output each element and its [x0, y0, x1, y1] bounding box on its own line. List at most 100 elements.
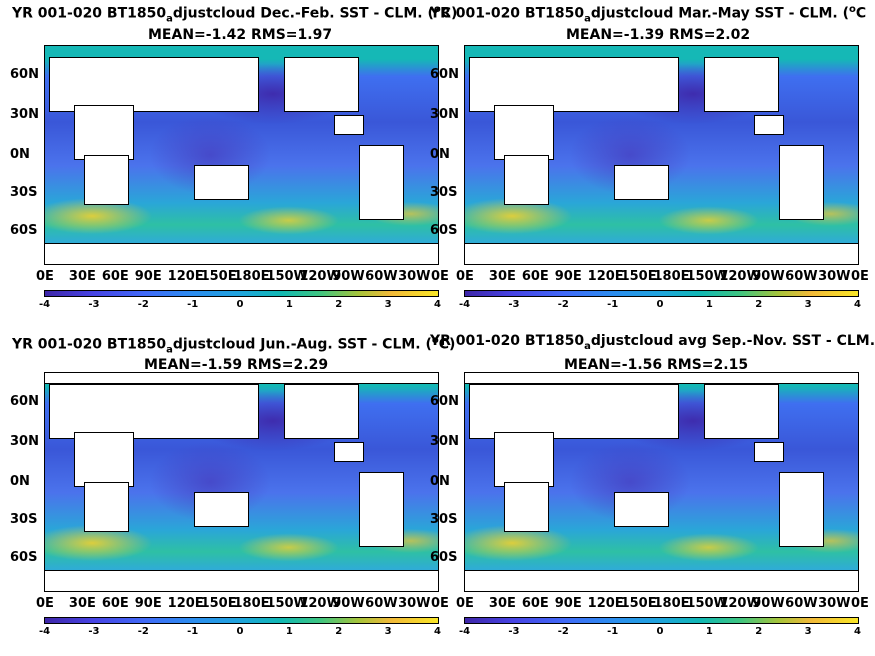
colorbar-tick-label: -4: [39, 626, 51, 637]
lon-tick-label: 60E: [521, 269, 549, 284]
lat-tick-label: 30S: [10, 512, 38, 527]
panel-title: YR 001-020 BT1850adjustcloud Jun.-Aug. S…: [12, 333, 455, 358]
colorbar-tick-label: 1: [285, 626, 293, 637]
lon-tick-label: 0E: [36, 269, 54, 284]
lon-tick-label: 180E: [653, 596, 690, 611]
lat-tick-label: 60N: [430, 394, 459, 409]
lon-tick-label: 120E: [587, 596, 624, 611]
land-mass: [504, 482, 549, 532]
lat-tick-label: 60N: [10, 394, 39, 409]
colorbar-tick-label: -2: [137, 626, 149, 637]
panel-title: YR 001-020 BT1850adjustcloud Dec.-Feb. S…: [12, 2, 457, 27]
lon-tick-label: 90E: [554, 596, 582, 611]
land-mass: [334, 442, 364, 462]
lon-tick-label: 60W: [365, 596, 398, 611]
land-mass: [614, 165, 669, 200]
lon-tick-label: 120W: [719, 596, 761, 611]
colorbar-tick-label: -2: [557, 626, 569, 637]
land-mass: [754, 115, 784, 135]
lat-tick-label: 60N: [10, 67, 39, 82]
panel-title: YR 001-020 BT1850adjustcloud avg Sep.-No…: [430, 333, 875, 355]
lon-tick-label: 0E: [456, 596, 474, 611]
colorbar-tick-label: -4: [459, 626, 471, 637]
land-mass: [614, 492, 669, 527]
land-mass: [359, 472, 404, 547]
lon-tick-label: 120W: [299, 596, 341, 611]
lon-tick-label: 30W: [398, 269, 431, 284]
lon-tick-label: 60W: [785, 269, 818, 284]
colorbar-tick-label: -1: [187, 626, 199, 637]
lon-tick-label: 30E: [68, 269, 96, 284]
lat-tick-label: 30N: [430, 107, 459, 122]
colorbar-tick-label: 3: [804, 626, 812, 637]
lat-tick-label: 0N: [10, 147, 30, 162]
colorbar-tick-label: -1: [607, 299, 619, 310]
colorbar-tick-label: -2: [557, 299, 569, 310]
title-subscript: a: [584, 13, 591, 25]
land-mass: [704, 384, 779, 439]
lon-tick-label: 0E: [36, 596, 54, 611]
land-mass: [779, 472, 824, 547]
colorbar-tick-label: 4: [854, 299, 861, 310]
lat-tick-label: 30N: [10, 434, 39, 449]
lon-tick-label: 0E: [851, 596, 869, 611]
land-mass: [464, 372, 859, 384]
lat-tick-label: 60S: [430, 550, 458, 565]
land-mass: [74, 105, 134, 160]
land-mass: [779, 145, 824, 220]
lon-tick-label: 120E: [167, 596, 204, 611]
lon-tick-label: 0E: [456, 269, 474, 284]
colorbar-tick-label: 3: [384, 299, 392, 310]
lon-tick-label: 30W: [818, 269, 851, 284]
title-subscript: a: [166, 13, 173, 25]
colorbar-tick-label: 0: [236, 299, 244, 310]
colorbar-tick-label: -4: [39, 299, 51, 310]
lon-tick-label: 150W: [686, 596, 728, 611]
land-mass: [334, 115, 364, 135]
title-text: djustcloud Dec.-Feb. SST - CLM. (: [172, 5, 434, 22]
panel-stats: MEAN=-1.59 RMS=2.29: [144, 357, 329, 373]
lon-tick-label: 150W: [266, 269, 308, 284]
land-mass: [504, 155, 549, 205]
colorbar-tick-label: 0: [656, 299, 664, 310]
lon-tick-label: 150W: [686, 269, 728, 284]
panel-title: YR 001-020 BT1850adjustcloud Mar.-May SS…: [430, 2, 866, 27]
colorbar-tick-label: -3: [508, 299, 520, 310]
lon-tick-label: 150E: [620, 269, 657, 284]
title-superscript: o: [431, 335, 439, 346]
lon-tick-label: 30E: [488, 596, 516, 611]
lon-tick-label: 150E: [620, 596, 657, 611]
lon-tick-label: 60W: [365, 269, 398, 284]
colorbar-tick-label: 0: [656, 626, 664, 637]
title-text: C: [855, 5, 867, 22]
land-mass: [44, 372, 439, 384]
colorbar-tick-label: 2: [335, 299, 343, 310]
lon-tick-label: 180E: [233, 269, 270, 284]
colorbar-tick-label: -3: [508, 626, 520, 637]
land-mass: [49, 57, 259, 112]
land-mass: [194, 165, 249, 200]
lon-tick-label: 90E: [554, 269, 582, 284]
title-text: djustcloud Mar.-May SST - CLM. (: [590, 5, 849, 22]
lon-tick-label: 30E: [488, 269, 516, 284]
title-subscript: a: [584, 340, 591, 352]
colorbar-tick-label: 1: [285, 299, 293, 310]
lon-tick-label: 60E: [521, 596, 549, 611]
lon-tick-label: 180E: [233, 596, 270, 611]
lon-tick-label: 150E: [200, 596, 237, 611]
lon-tick-label: 90W: [752, 269, 785, 284]
lon-tick-label: 60E: [101, 269, 129, 284]
lon-tick-label: 90W: [332, 269, 365, 284]
lon-tick-label: 90W: [332, 596, 365, 611]
colorbar-tick-label: 3: [384, 626, 392, 637]
lon-tick-label: 150E: [200, 269, 237, 284]
land-mass: [704, 57, 779, 112]
colorbar: [44, 290, 439, 297]
lat-tick-label: 60S: [10, 550, 38, 565]
land-mass: [84, 482, 129, 532]
lon-tick-label: 0E: [431, 269, 449, 284]
lat-tick-label: 60N: [430, 67, 459, 82]
panel-stats: MEAN=-1.56 RMS=2.15: [564, 357, 749, 373]
title-text: djustcloud Jun.-Aug. SST - CLM. (: [172, 336, 432, 353]
lon-tick-label: 60E: [101, 596, 129, 611]
